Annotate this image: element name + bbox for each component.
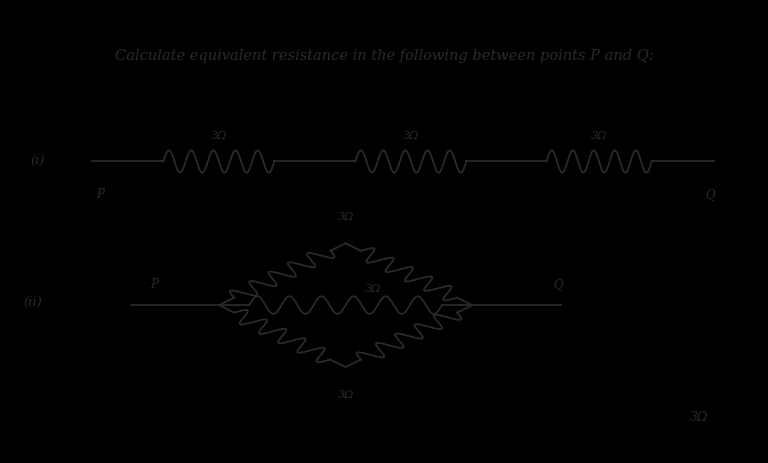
Text: 3Ω: 3Ω [337,212,354,222]
Text: 3Ω: 3Ω [591,130,607,140]
Text: 3Ω: 3Ω [337,389,354,399]
Text: Q: Q [553,277,563,290]
Text: (i): (i) [31,154,45,167]
Text: P: P [96,188,104,201]
Text: 3Ω: 3Ω [210,130,227,140]
Text: P: P [150,277,157,290]
Text: Calculate equivalent resistance in the following between points P and Q:: Calculate equivalent resistance in the f… [114,49,654,63]
Text: Q: Q [706,188,715,201]
Text: 3Ω: 3Ω [402,130,419,140]
Text: (ii): (ii) [23,295,41,308]
Text: 3Ω: 3Ω [690,411,708,424]
Text: 3Ω: 3Ω [365,283,381,294]
